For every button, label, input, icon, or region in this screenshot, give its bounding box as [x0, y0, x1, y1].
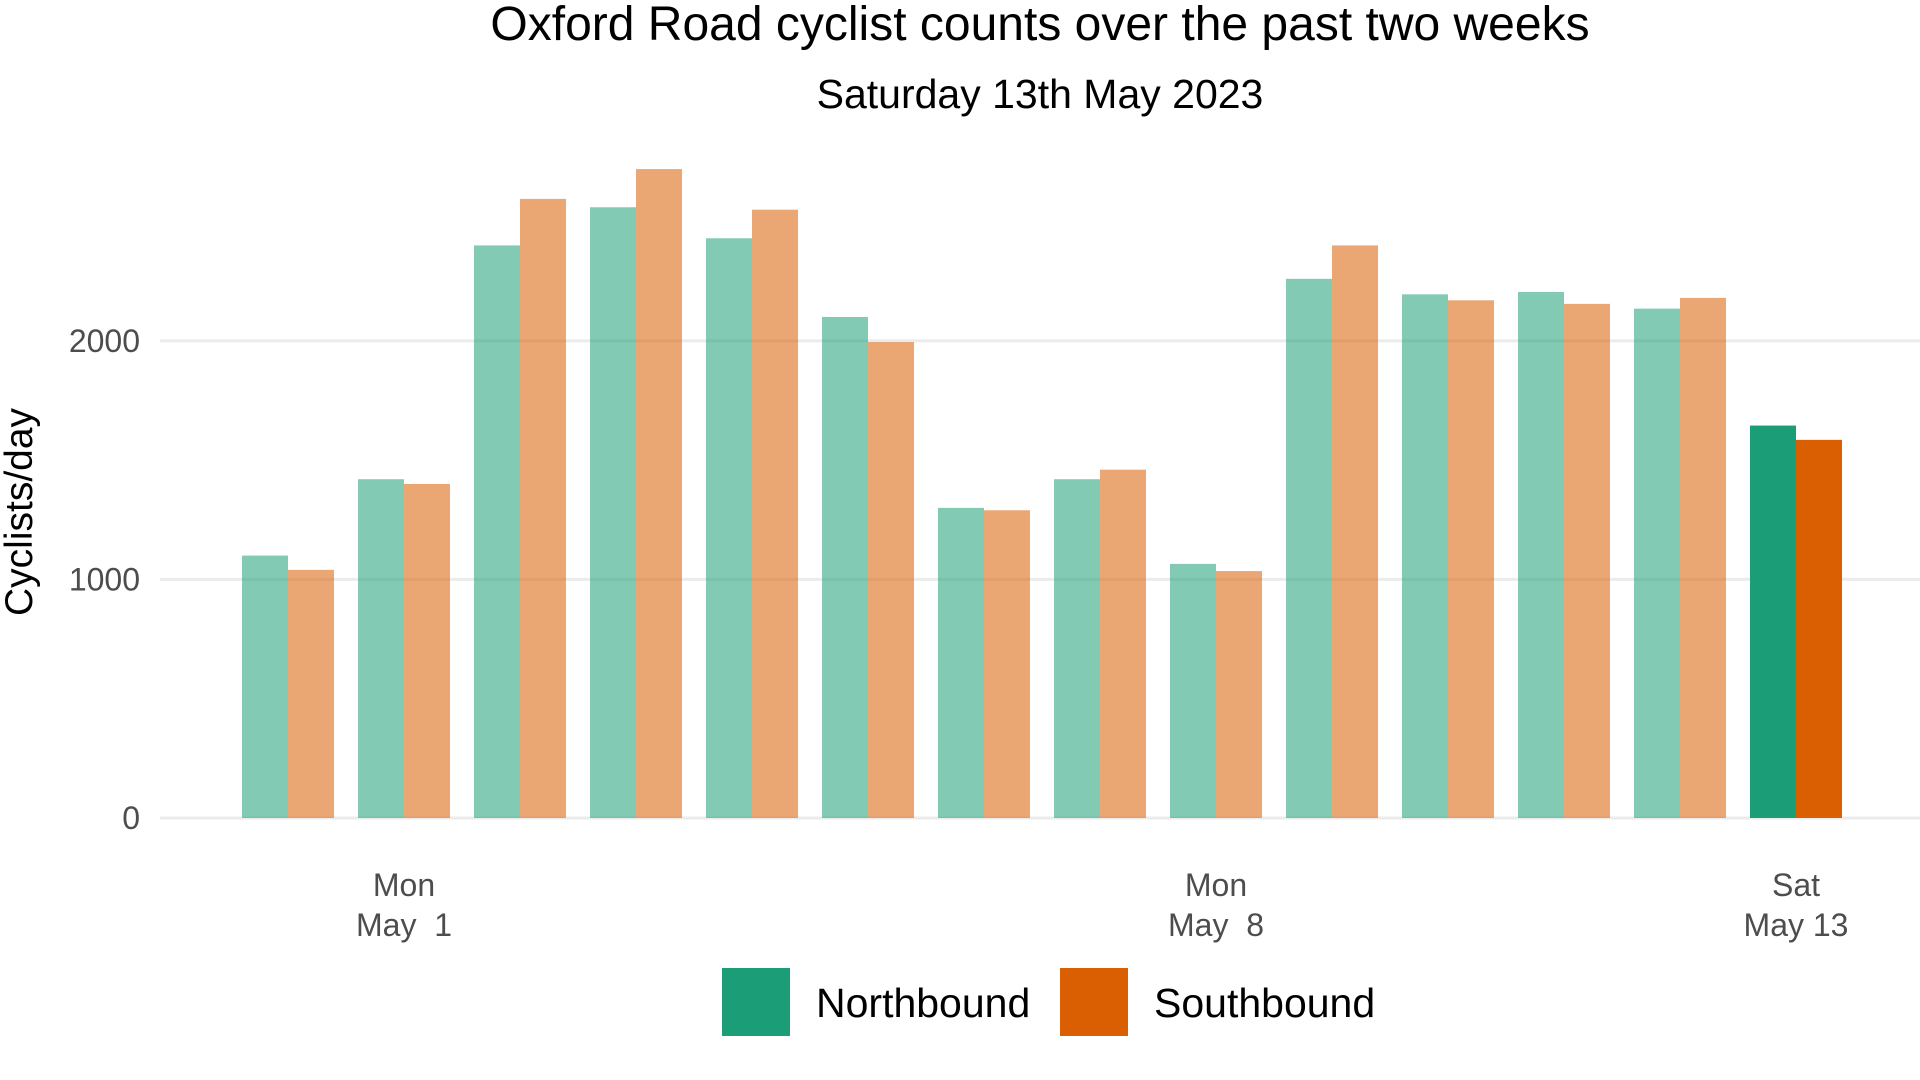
x-tick-label: Mon [1185, 867, 1247, 903]
bar-northbound-2023-05-12 [1634, 308, 1680, 818]
x-tick-label: May 13 [1744, 907, 1849, 943]
y-axis-ticks: 0 1000 2000 [69, 323, 140, 836]
legend-swatch-northbound [722, 968, 790, 1036]
bar-southbound-2023-05-03 [636, 169, 682, 819]
bar-southbound-2023-05-01 [404, 484, 450, 818]
bar-southbound-2023-05-04 [752, 209, 798, 819]
chart-title: Oxford Road cyclist counts over the past… [490, 0, 1589, 51]
bar-southbound-2023-05-07 [1100, 469, 1146, 818]
x-tick-label: Sat [1772, 867, 1820, 903]
x-tick-label: May 8 [1168, 907, 1264, 943]
gridlines [160, 339, 1920, 820]
bar-southbound-2023-05-08 [1216, 571, 1262, 818]
legend: Northbound Southbound [722, 968, 1375, 1036]
bar-northbound-2023-05-05 [822, 317, 868, 818]
bar-northbound-2023-05-04 [706, 238, 752, 818]
x-axis-ticks: Mon May 1 Mon May 8 Sat May 13 [356, 867, 1848, 943]
legend-swatch-southbound [1060, 968, 1128, 1036]
bar-northbound-2023-05-13 [1750, 425, 1796, 818]
chart-subtitle: Saturday 13th May 2023 [817, 71, 1264, 117]
bar-southbound-2023-05-02 [520, 198, 566, 818]
y-tick-label: 2000 [69, 323, 140, 359]
bar-southbound-2023-05-12 [1680, 297, 1726, 818]
bar-northbound-2023-05-03 [590, 207, 636, 818]
bar-northbound-2023-05-11 [1518, 291, 1564, 818]
y-tick-label: 1000 [69, 561, 140, 597]
legend-label-northbound: Northbound [816, 980, 1030, 1026]
x-tick-label: May 1 [356, 907, 452, 943]
bar-northbound-2023-05-08 [1170, 563, 1216, 818]
bar-northbound-2023-04-30 [242, 555, 288, 818]
bar-northbound-2023-05-10 [1402, 294, 1448, 819]
bar-northbound-2023-05-09 [1286, 278, 1332, 818]
bar-northbound-2023-05-02 [474, 245, 520, 818]
y-tick-label: 0 [122, 800, 140, 836]
bar-northbound-2023-05-01 [358, 479, 404, 818]
bar-southbound-2023-05-09 [1332, 245, 1378, 818]
x-tick-label: Mon [373, 867, 435, 903]
bar-southbound-2023-05-10 [1448, 300, 1494, 818]
bar-northbound-2023-05-06 [938, 507, 984, 818]
bars [242, 169, 1842, 819]
y-axis-label: Cyclists/day [0, 407, 41, 616]
legend-label-southbound: Southbound [1154, 980, 1375, 1026]
bar-southbound-2023-05-11 [1564, 303, 1610, 819]
bar-northbound-2023-05-07 [1054, 479, 1100, 818]
bar-southbound-2023-04-30 [288, 569, 334, 818]
bar-southbound-2023-05-05 [868, 342, 914, 818]
bar-southbound-2023-05-13 [1796, 439, 1842, 818]
bar-southbound-2023-05-06 [984, 510, 1030, 818]
